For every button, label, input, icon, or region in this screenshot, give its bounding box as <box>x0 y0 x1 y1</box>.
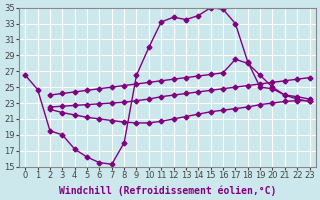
X-axis label: Windchill (Refroidissement éolien,°C): Windchill (Refroidissement éolien,°C) <box>59 185 276 196</box>
